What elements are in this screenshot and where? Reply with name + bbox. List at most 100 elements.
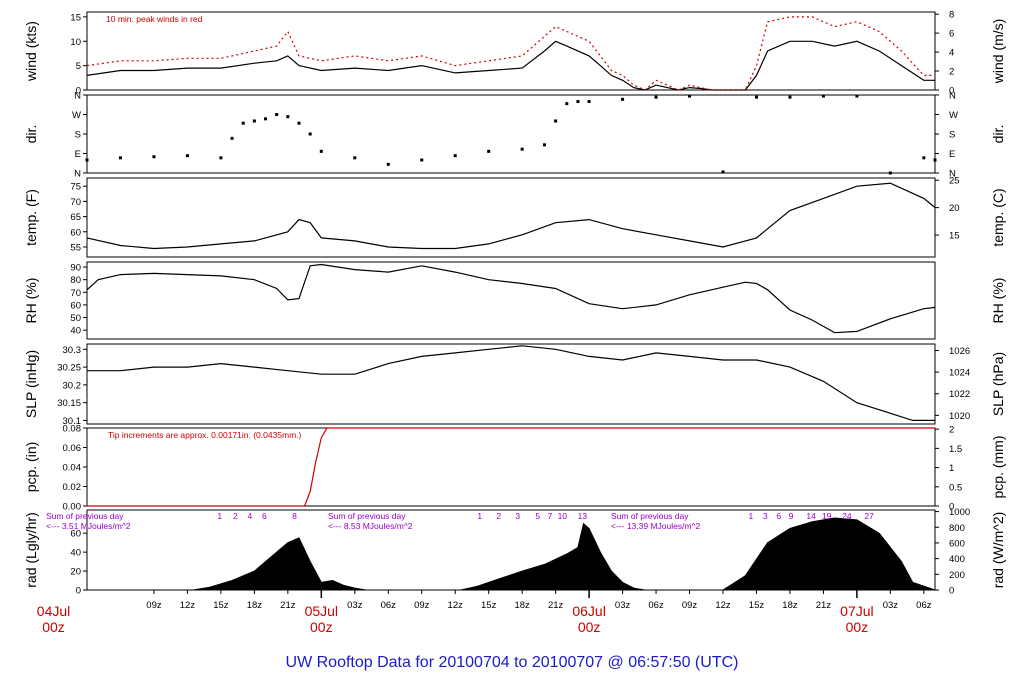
temp-ytick-label: 60 <box>70 227 81 238</box>
rad-hour-mark: 5 <box>535 511 540 521</box>
rad-hour-mark: 27 <box>864 511 874 521</box>
rad-hour-mark: 19 <box>822 511 832 521</box>
dir-frame <box>86 94 936 174</box>
rad-hour-mark: 2 <box>496 511 501 521</box>
rad-hour-mark: 8 <box>292 511 297 521</box>
dir-point <box>888 171 892 175</box>
dir-point <box>542 143 546 147</box>
dir-point <box>85 158 89 162</box>
rh-ylabel: RH (%) <box>23 278 39 324</box>
time-tick-label: 15z <box>481 600 497 611</box>
pcp-ytick-label: 0.00 <box>63 502 82 513</box>
rad-daysum-line2: <--- 3.51 MJoules/m^2 <box>46 521 131 531</box>
rad-area <box>87 517 936 591</box>
dir-point <box>308 132 312 136</box>
rad-hour-mark: 6 <box>776 511 781 521</box>
time-tick-label: 03z <box>883 600 899 611</box>
time-tick-label: 21z <box>548 600 564 611</box>
dir-point <box>275 113 279 116</box>
slp-frame <box>86 343 936 425</box>
dir-point <box>420 158 424 162</box>
wind-peak-line <box>86 16 935 91</box>
dir-ylabel: dir. <box>23 125 39 144</box>
pcp-line <box>87 427 935 507</box>
rh-ytick-label: 70 <box>70 288 81 299</box>
rad-right-ytick-label: 0 <box>949 586 954 597</box>
dir-ylabel-right: dir. <box>990 125 1006 144</box>
time-tick-label: 09z <box>146 600 162 611</box>
dir-ytick-label: N <box>74 169 81 180</box>
slp-ylabel-right: SLP (hPa) <box>990 352 1006 416</box>
panel-slp: 30.1 30.15 30.2 30.25 30.3 1020 1022 1024 1026 SL… <box>23 343 1006 427</box>
temp-ytick-label: 55 <box>70 242 81 253</box>
dir-point <box>576 100 580 103</box>
day-time-label: 00z <box>42 619 65 635</box>
day-date-label: 04Jul <box>37 603 70 619</box>
rad-hour-mark: 3 <box>515 511 520 521</box>
day-date-label: 06Jul <box>572 603 605 619</box>
dir-point <box>152 155 156 159</box>
rad-ytick-label: 0 <box>76 586 81 597</box>
pcp-ytick-label: 0.08 <box>63 424 82 435</box>
dir-ytick-label: S <box>75 130 81 141</box>
rad-hour-mark: 9 <box>789 511 794 521</box>
dir-point <box>230 136 234 140</box>
rad-right-ytick-label: 1000 <box>949 507 970 518</box>
time-tick-label: 09z <box>682 600 698 611</box>
time-tick-label: 12z <box>715 600 731 611</box>
rad-hour-mark: 4 <box>248 511 253 521</box>
time-tick-label: 03z <box>347 600 363 611</box>
rad-right-ytick-label: 400 <box>949 554 965 565</box>
dir-point <box>621 97 625 101</box>
pcp-ytick-label: 0.02 <box>63 482 82 493</box>
rh-ytick-label: 90 <box>70 263 81 274</box>
time-tick-label: 06z <box>381 600 397 611</box>
wind-ytick-label: 10 <box>70 37 81 48</box>
wind-frame <box>86 11 936 91</box>
day-time-label: 00z <box>846 619 869 635</box>
day-time-label: 00z <box>310 619 333 635</box>
time-tick-label: 12z <box>180 600 196 611</box>
day-date-label: 05Jul <box>305 603 338 619</box>
rad-hour-mark: 24 <box>842 511 852 521</box>
rh-frame <box>86 261 936 340</box>
dir-point <box>654 95 658 99</box>
wind-right-ytick-label: 6 <box>949 29 954 40</box>
time-tick-label: 09z <box>414 600 430 611</box>
slp-ytick-label: 30.1 <box>63 416 82 427</box>
slp-ytick-label: 30.25 <box>57 363 81 374</box>
pcp-right-ytick-label: 1.5 <box>949 444 962 455</box>
temp-frame <box>86 177 936 258</box>
pcp-right-ytick-label: 1 <box>949 463 954 474</box>
time-tick-label: 21z <box>280 600 296 611</box>
time-tick-label: 18z <box>782 600 798 611</box>
dir-point <box>922 156 926 160</box>
dir-point <box>264 117 268 121</box>
wind-right-ytick-label: 0 <box>949 86 954 97</box>
time-tick-label: 12z <box>448 600 464 611</box>
rad-hour-mark: 7 <box>548 511 553 521</box>
slp-ytick-label: 30.2 <box>63 380 82 391</box>
temp-ytick-label: 65 <box>70 212 81 223</box>
wind-right-ytick-label: 8 <box>949 10 954 21</box>
panel-pcp: 0.00 0.02 0.04 0.06 0.08 0 0.5 1 1.5 2 pcp. (in) pc… <box>23 424 1006 513</box>
slp-right-ytick-label: 1024 <box>949 368 970 379</box>
slp-right-ytick-label: 1022 <box>949 389 970 400</box>
rad-daysum-line1: Sum of previous day <box>328 511 406 521</box>
rad-right-ytick-label: 600 <box>949 538 965 549</box>
dir-right-ytick-label: W <box>949 110 958 121</box>
rh-ylabel-right: RH (%) <box>990 278 1006 324</box>
slp-right-ytick-label: 1026 <box>949 346 970 357</box>
panel-wind: 0 5 10 15 0 2 4 6 8 wind (kts) wind (m/s) 10 min. p… <box>23 10 1006 97</box>
rad-ytick-label: 60 <box>70 529 81 540</box>
slp-right-ytick-label: 1020 <box>949 411 970 422</box>
dir-point <box>185 154 189 158</box>
day-time-label: 00z <box>578 619 601 635</box>
rad-hour-mark: 10 <box>558 511 568 521</box>
rad-right-ytick-label: 200 <box>949 570 965 581</box>
dir-point <box>754 95 758 99</box>
rad-hour-mark: 1 <box>477 511 482 521</box>
